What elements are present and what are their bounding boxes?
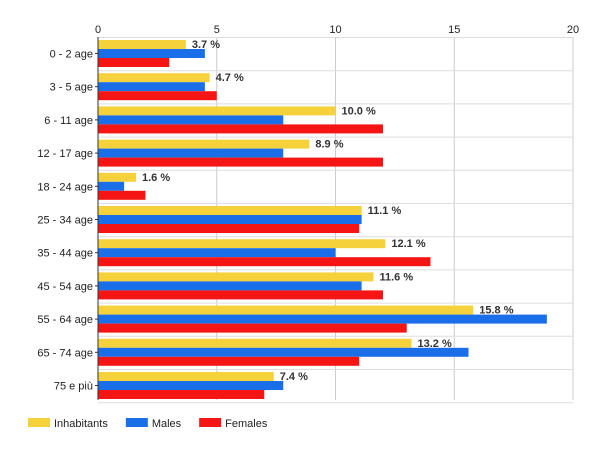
bar-females — [98, 356, 360, 366]
bar-inhabitants — [98, 372, 274, 381]
y-tick-label: 25 - 34 age — [37, 215, 93, 227]
bar-males — [98, 281, 362, 291]
legend-label-inhabitants: Inhabitants — [54, 418, 108, 430]
bar-inhabitants — [98, 272, 374, 282]
data-label: 11.1 % — [368, 205, 402, 217]
bar-inhabitants — [98, 40, 186, 49]
bar-inhabitants — [98, 172, 136, 182]
bar-males — [98, 314, 547, 324]
data-label: 8.9 % — [315, 139, 343, 151]
bar-males — [98, 381, 284, 390]
y-tick-label: 6 - 11 age — [44, 115, 93, 127]
bar-females — [98, 58, 170, 67]
bar-males — [98, 115, 284, 125]
y-tick-label: 18 - 24 age — [37, 181, 93, 193]
bar-females — [98, 224, 360, 233]
bar-males — [98, 181, 125, 191]
bar-females — [98, 157, 383, 167]
x-axis-ticks: 0 5 10 15 20 — [95, 24, 579, 36]
legend-label-males: Males — [152, 418, 182, 430]
bar-females — [98, 390, 265, 399]
y-tick-label: 75 e più — [54, 381, 93, 393]
bar-males — [98, 215, 362, 224]
bar-males — [98, 148, 284, 158]
bar-inhabitants — [98, 73, 210, 83]
bar-females — [98, 91, 217, 101]
x-tick-label: 0 — [95, 24, 101, 36]
bars — [98, 40, 547, 399]
bar-inhabitants — [98, 239, 386, 249]
x-tick-label: 10 — [329, 24, 341, 36]
legend-swatch-females — [199, 418, 222, 427]
data-label: 4.7 % — [216, 72, 244, 84]
y-tick-label: 45 - 54 age — [37, 281, 93, 293]
x-tick-label: 15 — [448, 24, 460, 36]
data-label: 12.1 % — [391, 238, 425, 250]
bar-females — [98, 190, 146, 200]
bar-inhabitants — [98, 338, 412, 348]
legend-swatch-inhabitants — [28, 418, 50, 427]
data-label: 1.6 % — [142, 172, 170, 184]
y-tick-label: 12 - 17 age — [37, 148, 93, 160]
legend-swatch-males — [125, 418, 148, 427]
bar-males — [98, 347, 469, 357]
data-label: 13.2 % — [418, 338, 452, 350]
bar-females — [98, 124, 383, 134]
data-labels: 3.7 % 4.7 % 10.0 % 8.9 % 1.6 % 11.1 % 12.1 % 11… — [142, 39, 514, 383]
bar-inhabitants — [98, 206, 362, 215]
bar-males — [98, 82, 205, 92]
data-label: 7.4 % — [280, 371, 308, 383]
data-label: 11.6 % — [380, 271, 414, 283]
y-tick-label: 55 - 64 age — [37, 314, 93, 326]
bar-females — [98, 257, 431, 267]
data-label: 3.7 % — [192, 39, 220, 51]
y-tick-label: 65 - 74 age — [37, 347, 93, 359]
data-label: 10.0 % — [342, 105, 376, 117]
grid — [97, 37, 574, 404]
legend-label-females: Females — [225, 418, 268, 430]
x-tick-label: 5 — [214, 24, 220, 36]
x-tick-label: 20 — [567, 24, 579, 36]
y-tick-label: 35 - 44 age — [37, 248, 93, 260]
y-axis-ticks: 0 - 2 age 3 - 5 age 6 - 11 age 12 - 17 age 1… — [37, 37, 99, 400]
bar-inhabitants — [98, 106, 336, 116]
data-label: 15.8 % — [479, 305, 513, 317]
bar-males — [98, 49, 205, 58]
y-tick-label: 0 - 2 age — [50, 49, 93, 61]
bar-inhabitants — [98, 139, 310, 149]
y-tick-label: 3 - 5 age — [50, 82, 93, 94]
bar-females — [98, 323, 407, 333]
bar-females — [98, 290, 383, 300]
bar-inhabitants — [98, 305, 474, 315]
legend: Inhabitants Males Females — [28, 418, 268, 430]
bar-males — [98, 248, 336, 258]
